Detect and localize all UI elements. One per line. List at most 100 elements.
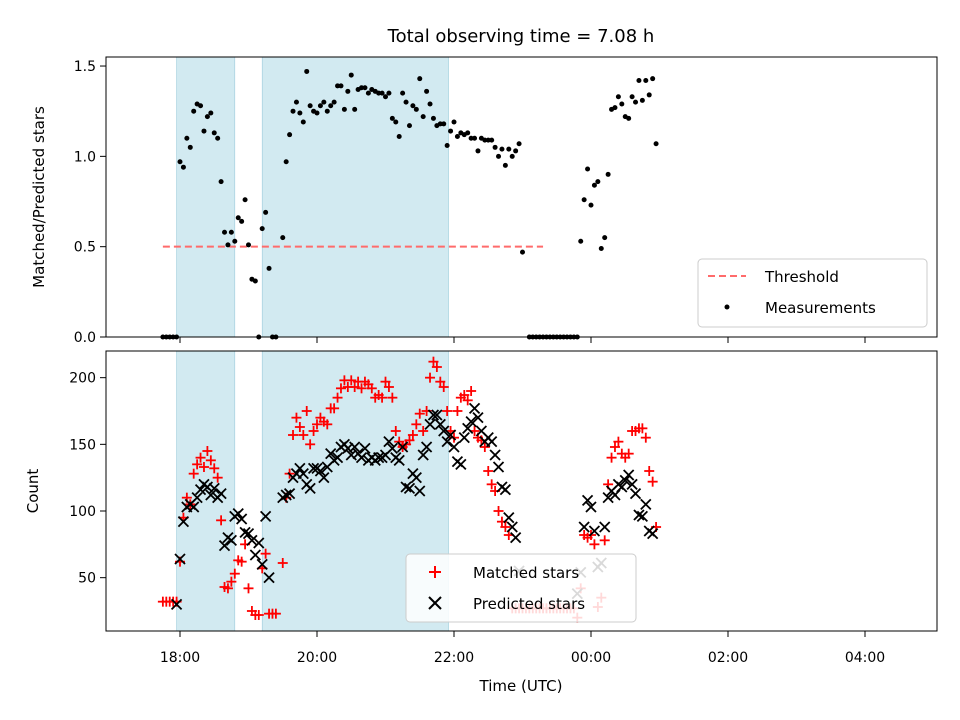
matched-star-point: [294, 422, 305, 432]
matched-star-point: [236, 556, 247, 567]
matched-star-point: [226, 576, 237, 587]
measurement-point: [612, 105, 618, 111]
predicted-star-point: [414, 485, 426, 497]
matched-star-point: [188, 468, 199, 479]
measurement-point: [287, 132, 293, 138]
predicted-star-point: [314, 465, 327, 477]
predicted-star-point: [304, 482, 316, 494]
matched-star-point: [493, 506, 504, 516]
predicted-star-point: [438, 425, 450, 437]
measurement-point: [252, 278, 258, 284]
measurement-point: [362, 85, 368, 91]
measurement-point: [581, 197, 587, 203]
measurement-point: [396, 133, 402, 139]
legend-predicted-swatch: [428, 596, 442, 610]
predicted-star-point: [619, 474, 631, 486]
measurement-point: [410, 103, 416, 109]
predicted-star-point: [640, 498, 652, 510]
measurement-point: [598, 245, 604, 251]
predicted-star-point: [177, 516, 190, 528]
predicted-star-point: [205, 489, 217, 501]
measurement-point: [235, 215, 241, 221]
matched-star-point: [606, 452, 617, 463]
measurement-point: [430, 115, 436, 121]
matched-star-point: [301, 406, 312, 416]
matched-star-point: [288, 430, 299, 440]
measurement-point: [489, 137, 495, 143]
matched-star-point: [291, 412, 302, 423]
measurement-point: [406, 123, 412, 129]
y-tick-label: 200: [69, 371, 96, 387]
predicted-star-point: [585, 501, 597, 513]
matched-star-point: [356, 383, 367, 394]
predicted-star-point: [218, 540, 231, 552]
matched-star-point: [407, 430, 418, 440]
measurement-point: [424, 88, 430, 94]
matched-star-point: [500, 522, 511, 532]
measurement-point: [280, 235, 286, 241]
measurement-point: [365, 90, 371, 96]
predicted-star-points: [170, 402, 659, 610]
measurement-point: [653, 141, 659, 147]
legend-matched-label: Matched stars: [473, 564, 579, 582]
measurement-point: [516, 141, 522, 147]
measurement-point: [341, 106, 347, 112]
predicted-star-point: [472, 412, 484, 424]
measurement-point: [293, 99, 299, 105]
measurement-point: [646, 92, 652, 98]
x-tick-label: 04:00: [845, 650, 885, 666]
measurement-point: [482, 137, 488, 143]
measurement-point: [283, 159, 289, 165]
matched-star-point: [623, 448, 634, 459]
measurement-point: [232, 238, 238, 244]
top-plot-frame: [105, 56, 938, 338]
measurement-point: [506, 146, 512, 152]
matched-star-point: [205, 455, 216, 466]
x-axis-label: Time (UTC): [479, 677, 563, 695]
matched-star-point: [438, 382, 449, 392]
predicted-star-point: [325, 448, 337, 460]
measurement-point: [626, 115, 632, 121]
predicted-star-point: [434, 418, 446, 430]
measurement-point: [177, 159, 183, 165]
matched-star-point: [599, 535, 610, 546]
measurement-point: [324, 108, 330, 114]
predicted-star-point: [444, 429, 457, 441]
matched-star-point: [647, 476, 658, 487]
legend-measurements-label: Measurements: [765, 299, 876, 317]
matched-star-point: [277, 558, 288, 568]
measurement-point: [222, 229, 228, 235]
measurement-point: [420, 114, 426, 120]
predicted-star-point: [410, 472, 422, 484]
matched-star-point: [366, 383, 377, 394]
predicted-star-point: [489, 449, 501, 461]
measurement-point: [619, 101, 625, 107]
predicted-star-point: [236, 513, 248, 525]
y-tick-label: 1.5: [74, 59, 96, 75]
measurement-point: [348, 72, 354, 78]
predicted-star-point: [506, 521, 518, 533]
matched-star-point: [229, 568, 240, 579]
predicted-star-point: [588, 525, 601, 537]
measurement-point: [444, 143, 450, 149]
matched-star-point: [411, 419, 422, 430]
top-y-axis-label: Matched/Predicted stars: [30, 106, 48, 288]
measurement-point: [636, 77, 642, 83]
matched-star-point: [486, 479, 497, 490]
measurement-point: [345, 88, 351, 94]
matched-star-point: [609, 442, 620, 452]
measurement-point: [578, 238, 584, 244]
matched-star-point: [418, 426, 429, 436]
measurement-point: [595, 179, 601, 185]
measurement-point: [591, 182, 597, 188]
predicted-star-point: [259, 510, 272, 522]
measurement-point: [485, 137, 491, 143]
matched-star-point: [589, 539, 600, 550]
measurement-point: [629, 94, 635, 100]
predicted-star-point: [318, 472, 330, 484]
matched-star-point: [462, 395, 473, 406]
measurement-point: [509, 153, 515, 159]
y-tick-label: 0.0: [74, 330, 96, 346]
measurement-point: [198, 103, 204, 109]
predicted-star-point: [355, 452, 368, 464]
